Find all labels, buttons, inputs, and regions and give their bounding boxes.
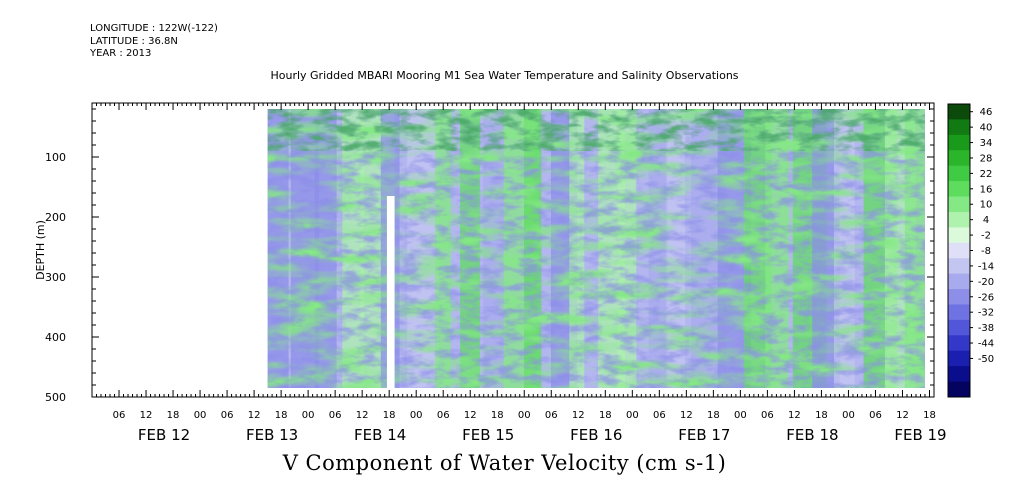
colorbar-swatch: [948, 258, 970, 275]
colorbar-label: -2: [981, 231, 991, 242]
x-hour-label: 12: [788, 410, 801, 421]
colorbar-swatch: [948, 242, 970, 259]
colorbar-swatch: [948, 335, 970, 352]
colorbar-label: 10: [980, 200, 993, 211]
x-hour-label: 18: [599, 410, 612, 421]
y-tick-label: 200: [45, 211, 66, 224]
x-hour-label: 12: [248, 410, 261, 421]
colorbar-label: -38: [978, 323, 994, 334]
missing-data-gap: [386, 196, 395, 388]
x-hour-label: 06: [329, 410, 342, 421]
colorbar-swatch: [948, 304, 970, 321]
x-hour-label: 12: [356, 410, 369, 421]
year-label: YEAR : 2013: [90, 48, 152, 59]
x-hour-label: 06: [761, 410, 774, 421]
chart-metadata: LONGITUDE : 122W(-122) LATITUDE : 36.8N …: [90, 23, 218, 61]
x-hour-label: 06: [653, 410, 666, 421]
colorbar-swatch: [948, 366, 970, 382]
y-tick-label: 100: [45, 151, 66, 164]
colorbar-label: -32: [978, 308, 994, 319]
latitude-label: LATITUDE : 36.8N: [90, 35, 178, 47]
colorbar-label: 4: [983, 215, 989, 226]
y-tick-label: 300: [45, 271, 66, 284]
x-hour-label: 00: [194, 410, 207, 421]
x-day-label: FEB 13: [246, 426, 298, 444]
x-hour-label: 06: [869, 410, 882, 421]
x-hour-label: 18: [275, 410, 288, 421]
colorbar-swatch: [948, 181, 970, 197]
colorbar-swatch: [948, 289, 970, 305]
x-hour-label: 00: [410, 410, 423, 421]
heatmap-surface-overlay: [267, 109, 925, 151]
colorbar-label: 22: [980, 169, 993, 180]
x-day-label: FEB 15: [462, 426, 514, 444]
colorbar-label: -14: [978, 261, 994, 272]
heatmap-overlay-blue: [267, 109, 925, 388]
x-day-label: FEB 17: [678, 426, 730, 444]
x-hour-label: 18: [491, 410, 504, 421]
x-hour-label: 18: [923, 410, 936, 421]
x-hour-label: 06: [113, 410, 126, 421]
colorbar-label: -26: [978, 292, 994, 303]
x-day-label: FEB 16: [570, 426, 622, 444]
colorbar-swatch: [948, 273, 970, 290]
colorbar-label: -44: [978, 339, 994, 350]
colorbar-label: 46: [980, 107, 993, 118]
x-day-label: FEB 12: [138, 426, 190, 444]
y-axis-label: DEPTH (m): [34, 220, 47, 280]
y-tick-label: 500: [45, 391, 66, 404]
colorbar-swatch: [948, 319, 970, 336]
x-hour-label: 12: [572, 410, 585, 421]
x-hour-label: 18: [383, 410, 396, 421]
colorbar-swatch: [948, 381, 970, 398]
x-day-label: FEB 14: [354, 426, 406, 444]
colorbar-swatch: [948, 227, 970, 244]
colorbar-label: 34: [980, 138, 993, 149]
x-hour-label: 18: [707, 410, 720, 421]
colorbar-label: -8: [981, 246, 991, 257]
colorbar-swatch: [948, 150, 970, 167]
x-day-label: FEB 18: [786, 426, 838, 444]
y-tick-label: 400: [45, 331, 66, 344]
colorbar-label: -50: [978, 354, 994, 365]
x-hour-label: 06: [545, 410, 558, 421]
variable-title: V Component of Water Velocity (cm s-1): [282, 451, 727, 475]
x-hour-label: 12: [464, 410, 477, 421]
x-hour-label: 06: [437, 410, 450, 421]
x-hour-label: 18: [167, 410, 180, 421]
colorbar-swatch: [948, 104, 970, 120]
x-day-label: FEB 19: [894, 426, 946, 444]
x-hour-label: 00: [626, 410, 639, 421]
x-hour-label: 12: [680, 410, 693, 421]
x-hour-label: 18: [815, 410, 828, 421]
colorbar-label: 28: [980, 153, 993, 164]
x-hour-label: 00: [842, 410, 855, 421]
longitude-label: LONGITUDE : 122W(-122): [90, 23, 218, 34]
colorbar-swatch: [948, 211, 970, 228]
x-hour-label: 06: [221, 410, 234, 421]
chart-title: Hourly Gridded MBARI Mooring M1 Sea Wate…: [270, 69, 739, 82]
x-hour-label: 12: [140, 410, 153, 421]
colorbar-swatch: [948, 134, 970, 151]
colorbar-swatch: [948, 350, 970, 367]
colorbar-label: 16: [980, 184, 993, 195]
colorbar-swatch: [948, 165, 970, 182]
x-hour-label: 00: [518, 410, 531, 421]
plot-frame: [91, 102, 935, 398]
x-hour-label: 00: [734, 410, 747, 421]
colorbar-label: -20: [978, 277, 994, 288]
colorbar-swatch: [948, 196, 970, 213]
x-hour-label: 12: [896, 410, 909, 421]
colorbar-swatch: [948, 119, 970, 136]
x-hour-label: 00: [302, 410, 315, 421]
colorbar-label: 40: [980, 123, 993, 134]
